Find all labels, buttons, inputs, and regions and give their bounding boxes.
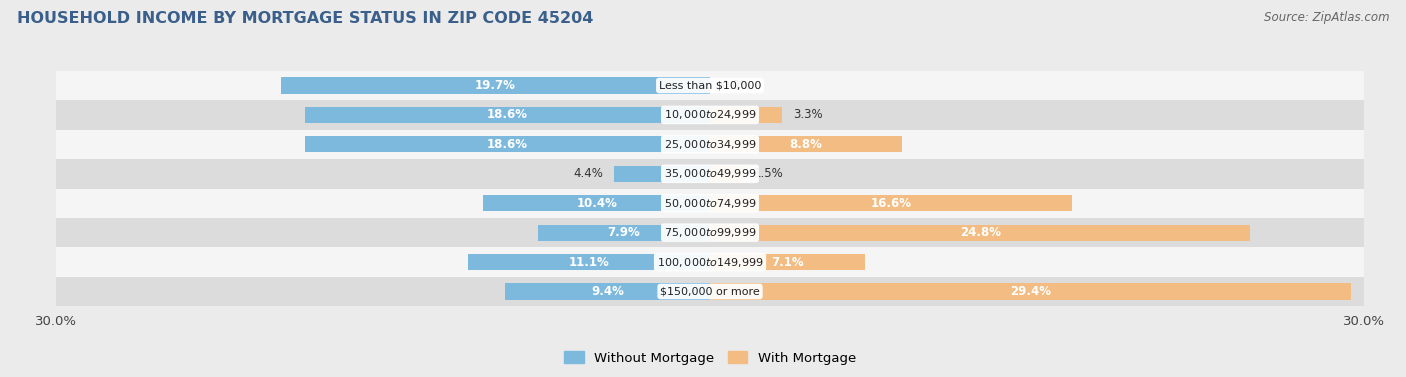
Text: Less than $10,000: Less than $10,000 bbox=[659, 81, 761, 90]
Text: $100,000 to $149,999: $100,000 to $149,999 bbox=[657, 256, 763, 268]
Text: 4.4%: 4.4% bbox=[574, 167, 603, 180]
Bar bbox=[56, 218, 1364, 247]
Bar bbox=[56, 277, 1364, 306]
Bar bbox=[56, 71, 1364, 100]
Text: HOUSEHOLD INCOME BY MORTGAGE STATUS IN ZIP CODE 45204: HOUSEHOLD INCOME BY MORTGAGE STATUS IN Z… bbox=[17, 11, 593, 26]
Bar bbox=[538, 225, 710, 241]
Text: 10.4%: 10.4% bbox=[576, 197, 617, 210]
Bar bbox=[710, 107, 782, 123]
Text: 8.8%: 8.8% bbox=[790, 138, 823, 151]
Text: 0.0%: 0.0% bbox=[721, 79, 751, 92]
Text: 11.1%: 11.1% bbox=[568, 256, 609, 268]
Bar bbox=[710, 136, 901, 152]
Bar bbox=[710, 254, 865, 270]
Text: 3.3%: 3.3% bbox=[793, 109, 823, 121]
Bar bbox=[281, 77, 710, 93]
Text: $25,000 to $34,999: $25,000 to $34,999 bbox=[664, 138, 756, 151]
Legend: Without Mortgage, With Mortgage: Without Mortgage, With Mortgage bbox=[558, 346, 862, 370]
Text: 16.6%: 16.6% bbox=[870, 197, 911, 210]
Text: $10,000 to $24,999: $10,000 to $24,999 bbox=[664, 109, 756, 121]
Text: 24.8%: 24.8% bbox=[960, 226, 1001, 239]
Bar bbox=[305, 107, 710, 123]
Text: $150,000 or more: $150,000 or more bbox=[661, 287, 759, 296]
Bar bbox=[614, 166, 710, 182]
Bar bbox=[56, 159, 1364, 188]
Text: 29.4%: 29.4% bbox=[1010, 285, 1050, 298]
Text: 9.4%: 9.4% bbox=[591, 285, 624, 298]
Text: $50,000 to $74,999: $50,000 to $74,999 bbox=[664, 197, 756, 210]
Text: 1.5%: 1.5% bbox=[754, 167, 783, 180]
Text: 19.7%: 19.7% bbox=[475, 79, 516, 92]
Text: $75,000 to $99,999: $75,000 to $99,999 bbox=[664, 226, 756, 239]
Bar bbox=[56, 188, 1364, 218]
Text: 7.1%: 7.1% bbox=[770, 256, 804, 268]
Bar bbox=[56, 100, 1364, 130]
Text: 18.6%: 18.6% bbox=[486, 109, 527, 121]
Bar bbox=[710, 284, 1351, 300]
Text: 18.6%: 18.6% bbox=[486, 138, 527, 151]
Text: $35,000 to $49,999: $35,000 to $49,999 bbox=[664, 167, 756, 180]
Bar bbox=[305, 136, 710, 152]
Bar bbox=[710, 225, 1250, 241]
Bar bbox=[56, 247, 1364, 277]
Text: 7.9%: 7.9% bbox=[607, 226, 640, 239]
Bar bbox=[710, 166, 742, 182]
Bar bbox=[710, 195, 1071, 211]
Bar bbox=[505, 284, 710, 300]
Bar bbox=[468, 254, 710, 270]
Bar bbox=[56, 130, 1364, 159]
Bar bbox=[484, 195, 710, 211]
Text: Source: ZipAtlas.com: Source: ZipAtlas.com bbox=[1264, 11, 1389, 24]
